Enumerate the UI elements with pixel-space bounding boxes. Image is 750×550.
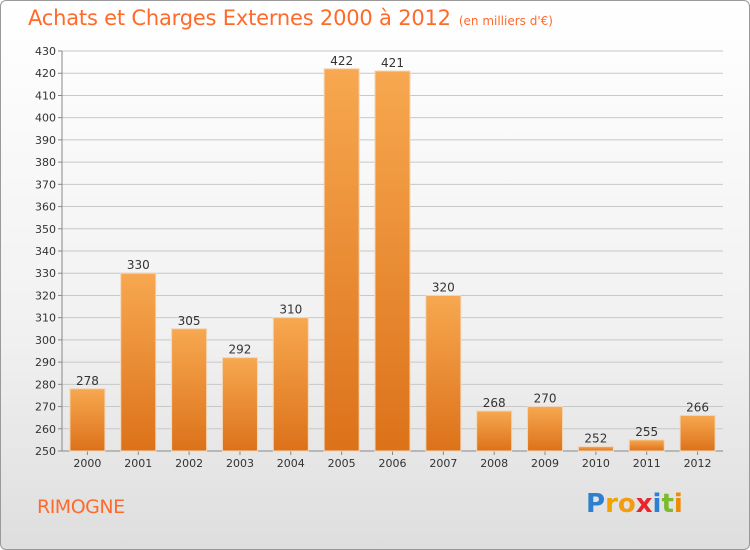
bar-value-label: 330 bbox=[127, 258, 150, 272]
logo-letter: i bbox=[652, 489, 662, 519]
y-tick-label: 250 bbox=[35, 445, 56, 458]
chart-title: Achats et Charges Externes 2000 à 2012 (e… bbox=[28, 6, 553, 30]
bar bbox=[425, 294, 462, 452]
y-tick-label: 410 bbox=[35, 89, 56, 102]
bar-value-label: 422 bbox=[330, 54, 353, 68]
y-tick-label: 320 bbox=[35, 289, 56, 302]
x-tick-label: 2000 bbox=[73, 457, 101, 470]
bars bbox=[69, 68, 716, 452]
y-tick-label: 360 bbox=[35, 201, 56, 214]
title-text: Achats et Charges Externes 2000 à 2012 bbox=[28, 6, 451, 30]
y-tick-label: 330 bbox=[35, 267, 56, 280]
bar-value-label: 278 bbox=[76, 374, 99, 388]
bar-value-label: 255 bbox=[635, 425, 658, 439]
bar bbox=[679, 414, 716, 452]
y-tick-label: 260 bbox=[35, 423, 56, 436]
bar bbox=[69, 388, 106, 452]
bar bbox=[628, 439, 665, 452]
x-tick-label: 2010 bbox=[582, 457, 610, 470]
y-tick-label: 430 bbox=[35, 45, 56, 58]
bar bbox=[171, 328, 208, 452]
bar-value-label: 305 bbox=[178, 314, 201, 328]
proxiti-logo[interactable]: Proxiti bbox=[586, 489, 683, 519]
bar-value-label: 421 bbox=[381, 56, 404, 70]
x-tick-label: 2003 bbox=[226, 457, 254, 470]
y-tick-label: 370 bbox=[35, 178, 56, 191]
x-tick-label: 2011 bbox=[633, 457, 661, 470]
y-tick-label: 420 bbox=[35, 67, 56, 80]
x-tick-label: 2006 bbox=[379, 457, 407, 470]
logo-letter: t bbox=[661, 489, 674, 519]
title-unit: (en milliers d'€) bbox=[458, 14, 553, 28]
bar bbox=[374, 70, 411, 452]
y-tick-label: 380 bbox=[35, 156, 56, 169]
x-tick-label: 2005 bbox=[328, 457, 356, 470]
x-tick-label: 2004 bbox=[277, 457, 305, 470]
x-tick-label: 2007 bbox=[429, 457, 457, 470]
bar-value-label: 320 bbox=[432, 280, 455, 294]
bar bbox=[577, 446, 614, 452]
logo-letter: x bbox=[635, 489, 653, 519]
y-tick-label: 400 bbox=[35, 112, 56, 125]
x-tick-label: 2001 bbox=[124, 457, 152, 470]
labels: 250 260 270 280 290 300 310 320 330 340 350 360 370 3… bbox=[35, 45, 712, 470]
bar bbox=[120, 272, 157, 452]
bar bbox=[476, 410, 513, 452]
bar-value-label: 270 bbox=[534, 392, 557, 406]
logo-letter: P bbox=[586, 489, 606, 519]
y-tick-label: 390 bbox=[35, 134, 56, 147]
y-tick-label: 340 bbox=[35, 245, 56, 258]
y-tick-label: 270 bbox=[35, 401, 56, 414]
y-tick-label: 350 bbox=[35, 223, 56, 236]
bar-value-label: 268 bbox=[483, 396, 506, 410]
y-tick-label: 290 bbox=[35, 356, 56, 369]
logo-letter: r bbox=[605, 489, 618, 519]
y-tick-label: 310 bbox=[35, 312, 56, 325]
bar bbox=[272, 317, 309, 452]
x-tick-label: 2009 bbox=[531, 457, 559, 470]
x-tick-label: 2012 bbox=[684, 457, 712, 470]
bar-value-label: 252 bbox=[584, 432, 607, 446]
logo-letter: o bbox=[617, 489, 636, 519]
bar-value-label: 310 bbox=[279, 303, 302, 317]
x-tick-label: 2008 bbox=[480, 457, 508, 470]
bar-value-label: 292 bbox=[229, 343, 252, 357]
y-tick-label: 280 bbox=[35, 378, 56, 391]
bar bbox=[323, 68, 360, 452]
bar bbox=[221, 357, 258, 452]
x-tick-label: 2002 bbox=[175, 457, 203, 470]
y-tick-label: 300 bbox=[35, 334, 56, 347]
commune-name: RIMOGNE bbox=[37, 496, 125, 518]
bar bbox=[527, 406, 564, 452]
bar-value-label: 266 bbox=[686, 400, 709, 414]
logo-letter: i bbox=[673, 489, 683, 519]
